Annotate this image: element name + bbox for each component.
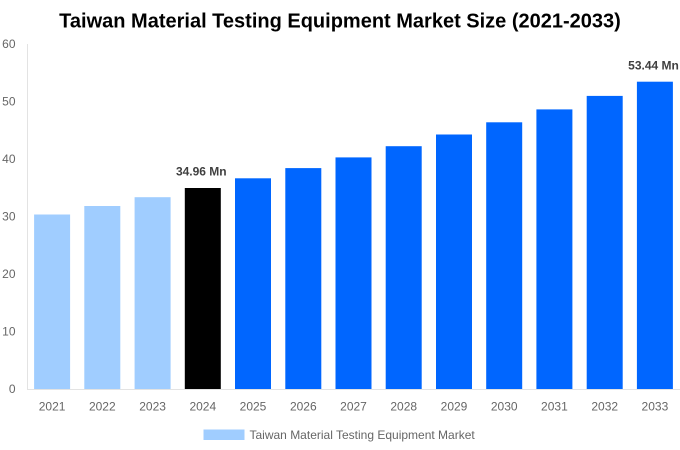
svg-text:50: 50 (2, 95, 16, 109)
svg-text:2024: 2024 (189, 400, 216, 414)
svg-text:2027: 2027 (340, 400, 367, 414)
svg-text:2025: 2025 (240, 400, 267, 414)
svg-text:20: 20 (2, 267, 16, 281)
svg-text:2031: 2031 (541, 400, 568, 414)
svg-text:40: 40 (2, 152, 16, 166)
svg-text:60: 60 (2, 37, 16, 51)
svg-text:2022: 2022 (89, 400, 116, 414)
svg-text:34.96 Mn: 34.96 Mn (176, 165, 227, 179)
svg-text:2030: 2030 (491, 400, 518, 414)
svg-text:2028: 2028 (390, 400, 417, 414)
svg-text:30: 30 (2, 210, 16, 224)
svg-text:53.44 Mn: 53.44 Mn (628, 58, 679, 72)
svg-text:Taiwan Material Testing Equipm: Taiwan Material Testing Equipment Market (250, 428, 476, 442)
svg-text:2029: 2029 (441, 400, 468, 414)
svg-text:2026: 2026 (290, 400, 317, 414)
svg-text:2033: 2033 (642, 400, 669, 414)
svg-text:Taiwan Material Testing Equipm: Taiwan Material Testing Equipment Market… (59, 11, 621, 33)
svg-text:2032: 2032 (591, 400, 618, 414)
svg-text:0: 0 (9, 382, 16, 396)
svg-text:2021: 2021 (39, 400, 66, 414)
svg-text:2023: 2023 (139, 400, 166, 414)
svg-text:10: 10 (2, 325, 16, 339)
